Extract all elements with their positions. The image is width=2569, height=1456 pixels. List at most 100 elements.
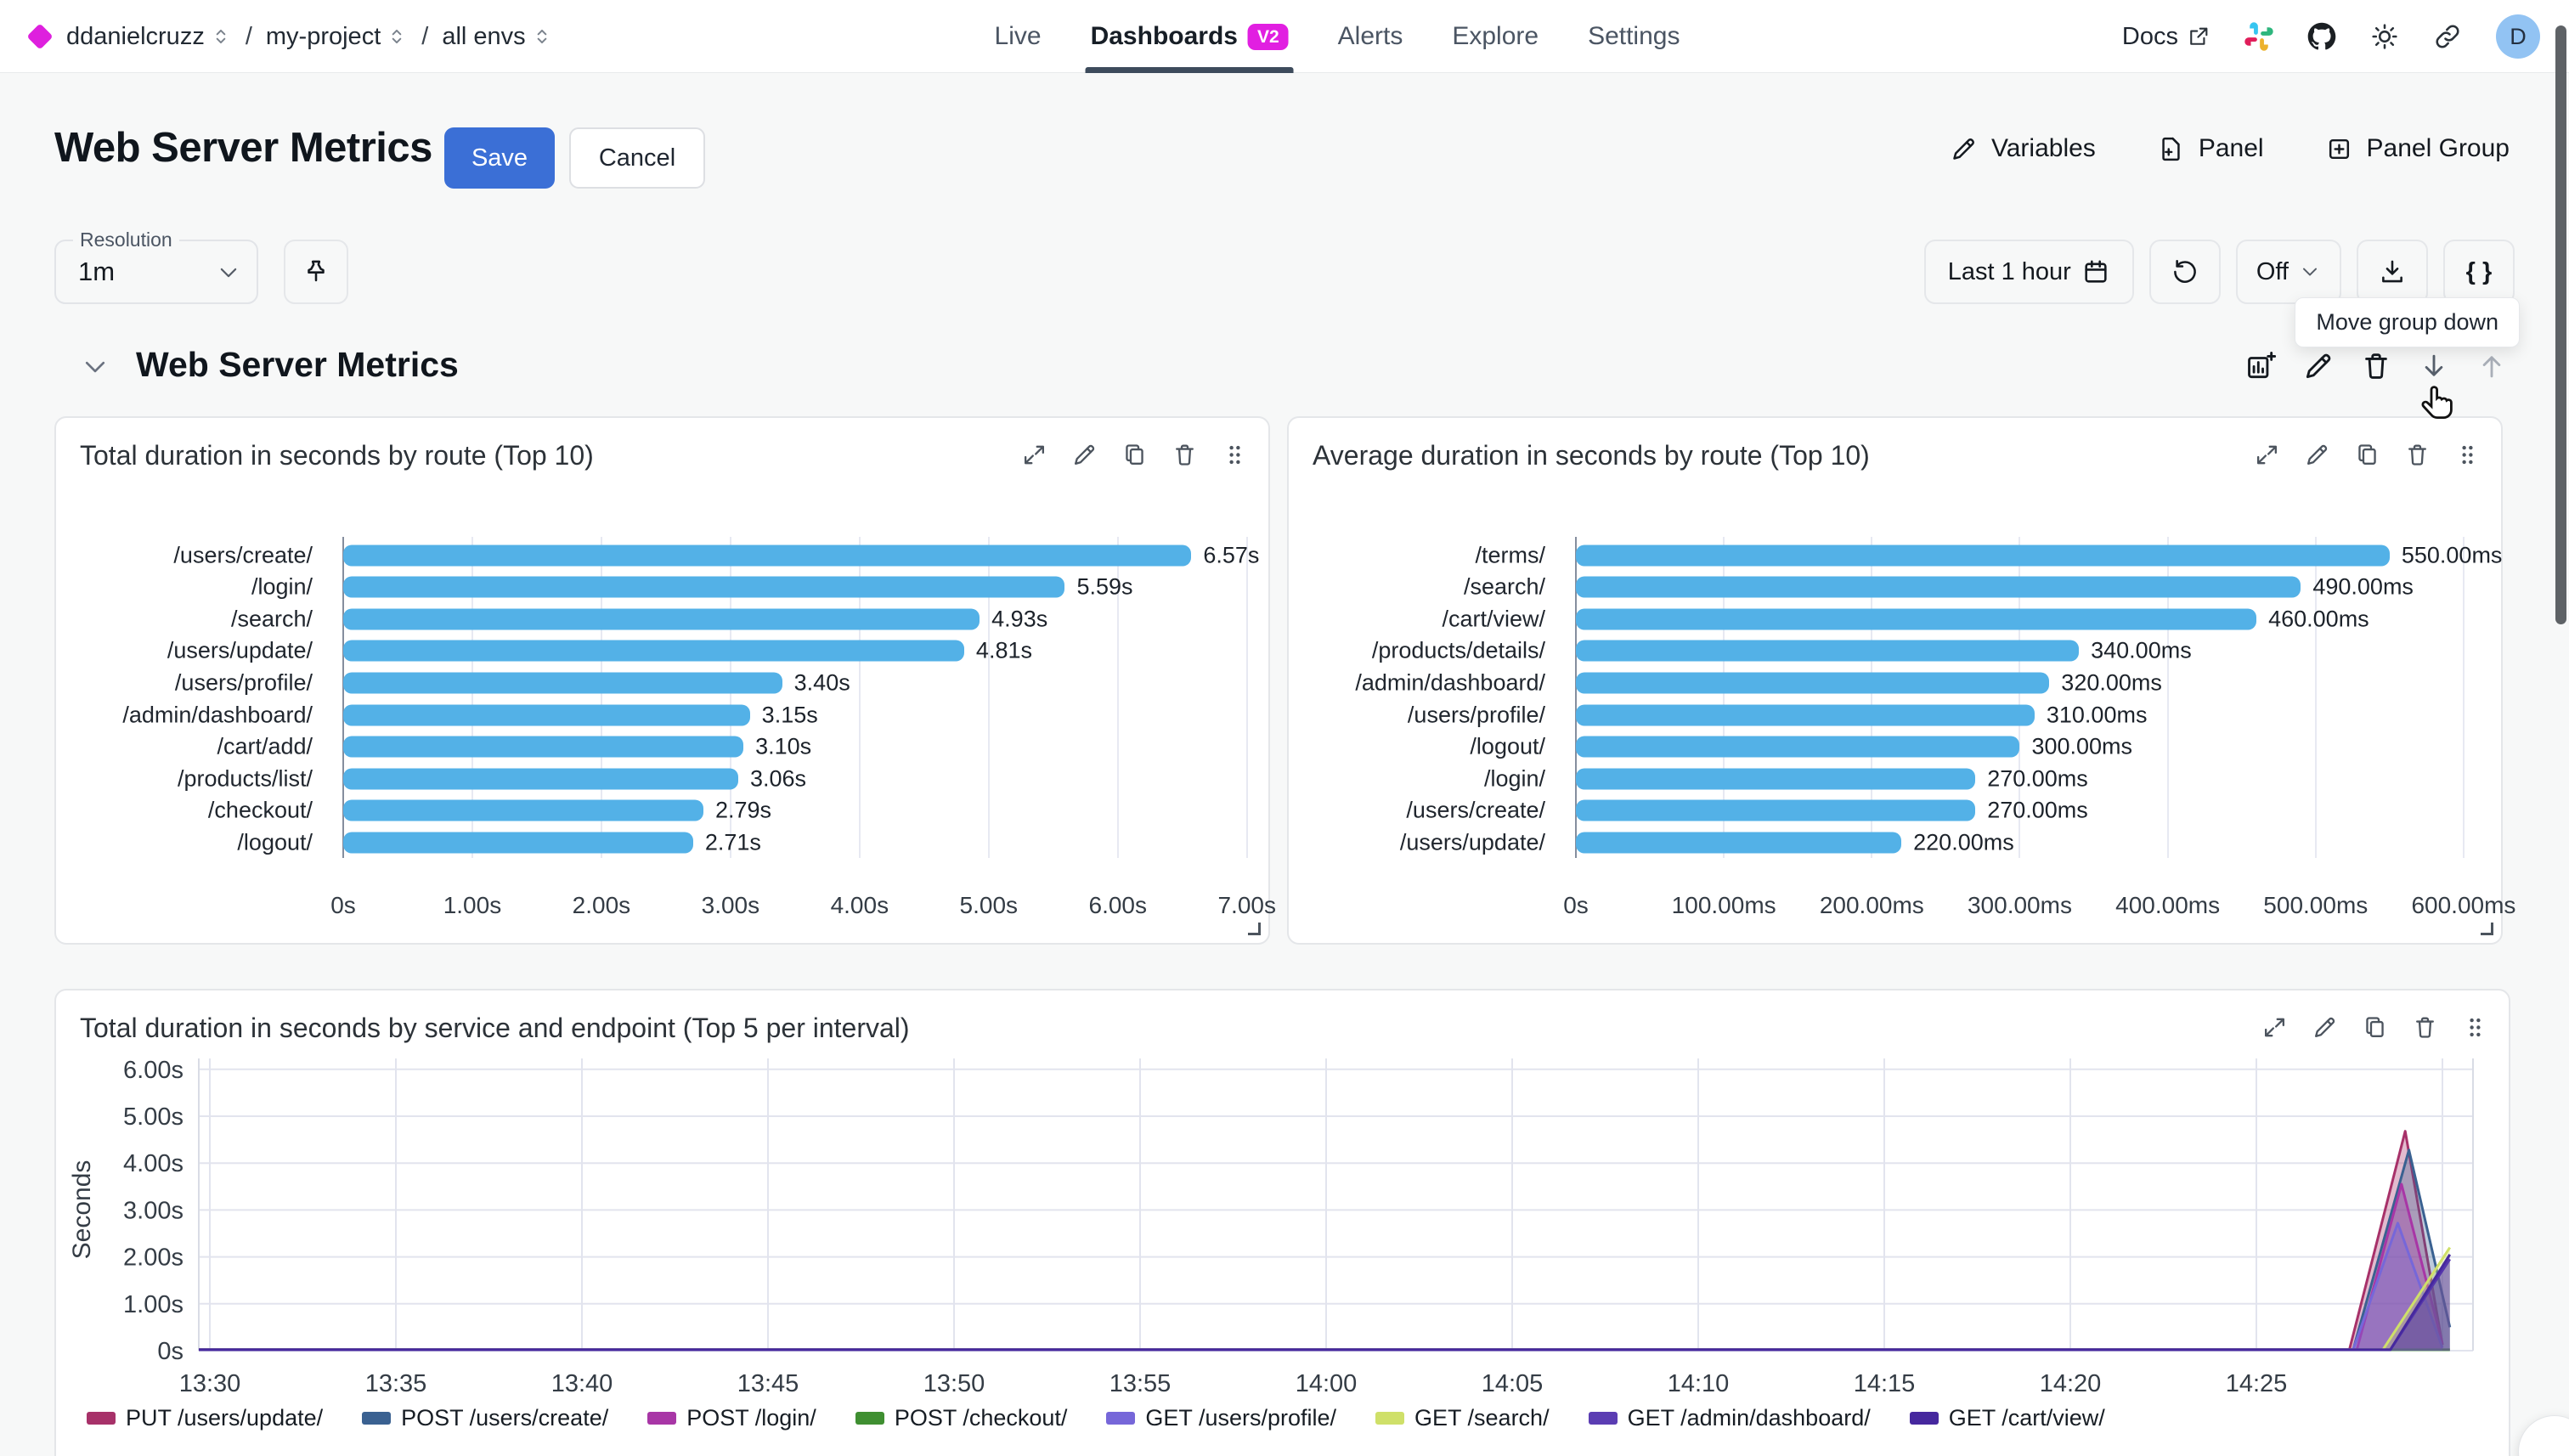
expand-icon[interactable] (2261, 1014, 2288, 1041)
tab-live[interactable]: Live (995, 0, 1042, 73)
gridline (1245, 537, 1248, 858)
expand-icon[interactable] (2254, 442, 2280, 468)
legend-item[interactable]: POST /checkout/ (855, 1405, 1068, 1431)
breadcrumb-project-selector[interactable]: my-project (266, 23, 408, 51)
add-chart-icon[interactable] (2244, 350, 2277, 382)
gridline (987, 537, 990, 858)
delete-panel-icon[interactable] (1172, 442, 1198, 468)
pin-button[interactable] (284, 240, 348, 304)
legend-label: GET /search/ (1414, 1405, 1550, 1431)
move-group-up-icon[interactable] (2476, 350, 2508, 382)
delete-panel-icon[interactable] (2404, 442, 2431, 468)
bar-category-label: /admin/dashboard/ (122, 702, 313, 727)
panel-total-duration-by-route: Total duration in seconds by route (Top … (54, 416, 1276, 945)
x-tick-label: 0s (1563, 892, 1589, 918)
breadcrumb: ddanielcruzz / my-project / all envs (26, 0, 553, 73)
legend-item[interactable]: GET /admin/dashboard/ (1588, 1405, 1871, 1431)
add-panel-group-button[interactable]: Panel Group (2325, 134, 2510, 163)
bar (343, 832, 693, 854)
resize-handle[interactable] (2481, 923, 2493, 935)
external-link-icon (2187, 25, 2210, 48)
area-fill (199, 1254, 2450, 1351)
tab-alerts[interactable]: Alerts (1338, 0, 1403, 73)
time-range-button[interactable]: Last 1 hour (1923, 240, 2134, 304)
tab-settings[interactable]: Settings (1588, 0, 1680, 73)
breadcrumb-env-selector[interactable]: all envs (442, 23, 552, 51)
delete-group-icon[interactable] (2360, 350, 2392, 382)
legend-swatch (1588, 1412, 1618, 1425)
edit-panel-icon[interactable] (1071, 442, 1098, 468)
bar-value-label: 5.59s (1076, 573, 1133, 600)
gridline (2166, 537, 2169, 858)
auto-refresh-select[interactable]: Off (2235, 240, 2341, 304)
resolution-label: Resolution (73, 229, 179, 251)
docs-link[interactable]: Docs (2122, 23, 2210, 51)
breadcrumb-org-label: ddanielcruzz (66, 22, 205, 50)
bar (343, 768, 738, 790)
json-braces-button[interactable]: { } (2443, 240, 2515, 304)
expand-icon[interactable] (1021, 442, 1047, 468)
x-tick-label: 13:35 (365, 1370, 427, 1397)
drag-handle-icon[interactable] (2462, 1014, 2488, 1041)
duplicate-panel-icon[interactable] (2354, 442, 2380, 468)
x-tick-label: 200.00ms (1819, 892, 1924, 918)
gridline (1723, 537, 1725, 858)
tab-dashboards[interactable]: Dashboards V2 (1085, 0, 1294, 73)
drag-handle-icon[interactable] (2454, 442, 2481, 468)
edit-group-icon[interactable] (2302, 350, 2335, 382)
bar-value-label: 310.00ms (2046, 702, 2148, 727)
legend-swatch (362, 1412, 392, 1425)
x-tick-label: 13:55 (1109, 1370, 1172, 1397)
legend-item[interactable]: POST /login/ (647, 1405, 816, 1431)
legend-label: PUT /users/update/ (126, 1405, 324, 1431)
floating-action-button[interactable] (2518, 1415, 2569, 1456)
bar (343, 576, 1065, 598)
legend-label: GET /admin/dashboard/ (1627, 1405, 1871, 1431)
resolution-select[interactable]: Resolution 1m (54, 229, 258, 304)
legend-item[interactable]: GET /cart/view/ (1909, 1405, 2105, 1431)
move-group-down-icon[interactable] (2418, 350, 2450, 382)
duplicate-panel-icon[interactable] (1121, 442, 1148, 468)
legend-swatch (87, 1412, 116, 1425)
legend-swatch (1909, 1412, 1939, 1425)
add-panel-button[interactable]: Panel (2157, 134, 2264, 163)
legend-item[interactable]: GET /search/ (1375, 1405, 1550, 1431)
legend-item[interactable]: POST /users/create/ (362, 1405, 608, 1431)
group-collapse-chevron-icon[interactable] (80, 352, 110, 382)
legend-label: POST /checkout/ (894, 1405, 1068, 1431)
panel-group-header: Web Server Metrics (0, 340, 2569, 396)
slack-icon[interactable] (2244, 22, 2273, 51)
file-plus-icon (2157, 135, 2185, 163)
y-tick-label: 0s (157, 1338, 184, 1365)
sun-theme-icon[interactable] (2370, 22, 2399, 51)
area-fill (199, 1131, 2442, 1351)
edit-panel-icon[interactable] (2312, 1014, 2338, 1041)
refresh-button[interactable] (2148, 240, 2221, 304)
x-tick-label: 6.00s (1088, 892, 1148, 918)
chevron-down-icon (2299, 261, 2321, 283)
user-avatar[interactable]: D (2496, 14, 2540, 59)
edit-panel-icon[interactable] (2304, 442, 2330, 468)
delete-panel-icon[interactable] (2412, 1014, 2438, 1041)
area-fill (199, 1259, 2450, 1351)
legend-item[interactable]: GET /users/profile/ (1106, 1405, 1336, 1431)
save-button[interactable]: Save (444, 127, 555, 189)
link-icon[interactable] (2433, 22, 2462, 51)
cancel-button[interactable]: Cancel (569, 127, 705, 189)
bar-value-label: 3.40s (793, 669, 850, 696)
drag-handle-icon[interactable] (1222, 442, 1248, 468)
duplicate-panel-icon[interactable] (2362, 1014, 2388, 1041)
scrollbar-thumb[interactable] (2555, 25, 2566, 624)
bar-category-label: /logout/ (1470, 733, 1545, 759)
legend-item[interactable]: PUT /users/update/ (87, 1405, 323, 1431)
bar-category-label: /login/ (251, 573, 313, 600)
x-tick-label: 3.00s (701, 892, 760, 918)
breadcrumb-org-selector[interactable]: ddanielcruzz (66, 23, 232, 51)
resize-handle[interactable] (1248, 923, 1261, 935)
x-tick-label: 400.00ms (2115, 892, 2221, 918)
github-icon[interactable] (2307, 22, 2336, 51)
add-variables-button[interactable]: Variables (1950, 134, 2096, 163)
download-button[interactable] (2357, 240, 2428, 304)
tab-explore[interactable]: Explore (1452, 0, 1539, 73)
gridline (2462, 537, 2465, 858)
